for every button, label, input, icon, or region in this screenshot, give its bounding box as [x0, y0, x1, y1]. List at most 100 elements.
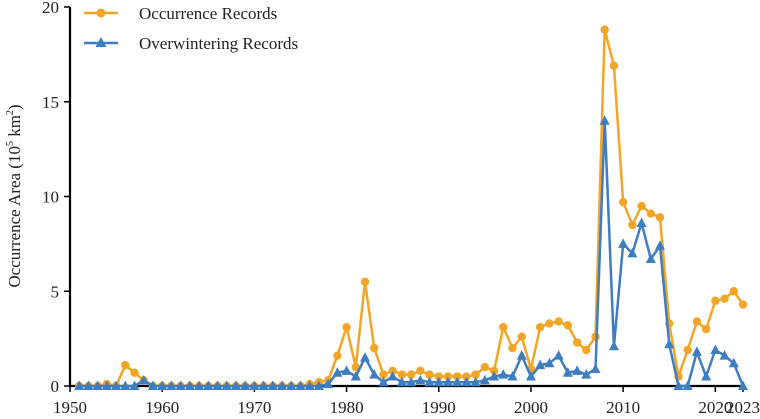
x-tick-label: 2020 [698, 398, 732, 417]
data-point [738, 380, 748, 390]
data-point [388, 366, 397, 376]
data-point [544, 357, 555, 368]
data-point [74, 380, 85, 390]
data-point [618, 238, 629, 248]
data-point [332, 367, 343, 377]
data-point [628, 220, 637, 230]
data-point [138, 374, 149, 385]
legend-item-occurrence: Occurrence Records [84, 4, 277, 23]
data-point [683, 345, 692, 355]
y-axis-title-unit-sup: 2 [5, 110, 16, 115]
data-point [664, 338, 675, 349]
x-tick-label: 1970 [237, 398, 271, 417]
legend-label-overwintering: Overwintering Records [139, 34, 298, 53]
data-point [129, 380, 140, 390]
data-point [553, 350, 564, 360]
data-point [323, 378, 334, 389]
data-point [175, 380, 186, 390]
data-point [462, 372, 471, 381]
series-line [79, 119, 745, 388]
data-point [453, 372, 462, 381]
series-occurrence [75, 25, 748, 391]
data-point [517, 332, 526, 341]
axes [68, 7, 743, 388]
data-point [645, 253, 656, 264]
data-point [489, 371, 500, 381]
data-point [682, 380, 693, 390]
data-point [535, 323, 545, 332]
data-point [396, 376, 407, 387]
data-point [92, 380, 103, 390]
data-point [728, 357, 739, 368]
data-point [443, 372, 453, 381]
data-point [581, 369, 592, 379]
data-point [600, 25, 609, 34]
data-point [295, 380, 306, 390]
legend-marker-overwintering [95, 37, 107, 47]
data-point [701, 324, 711, 334]
data-point [342, 323, 351, 332]
data-point [738, 300, 748, 309]
data-point [147, 380, 158, 390]
y-axis-title-unit: km [5, 115, 24, 141]
data-point [212, 380, 223, 390]
legend-marker-occurrence [96, 8, 106, 18]
data-point [360, 352, 371, 362]
data-point [545, 319, 554, 328]
legend: Occurrence Records Overwintering Records [84, 4, 298, 53]
data-point [184, 380, 195, 390]
legend-item-overwintering: Overwintering Records [84, 34, 298, 53]
data-point [203, 380, 214, 390]
data-point [101, 380, 112, 390]
data-point [333, 351, 342, 360]
data-point [120, 380, 131, 390]
data-point [480, 362, 490, 372]
data-point [479, 374, 490, 385]
data-point [258, 380, 269, 390]
data-point [360, 277, 370, 286]
y-tick-label: 0 [51, 377, 60, 396]
data-point [655, 240, 666, 250]
data-point [83, 380, 94, 390]
data-point [646, 209, 656, 218]
data-point [562, 367, 573, 377]
data-point [508, 343, 517, 353]
y-axis-title-sup: 5 [5, 141, 16, 146]
y-ticks: 0 5 10 15 20 [42, 0, 70, 396]
data-point [572, 338, 582, 347]
data-point [221, 380, 232, 390]
data-point [267, 380, 278, 390]
data-point [379, 370, 388, 379]
data-point [416, 366, 425, 376]
data-point [111, 380, 122, 390]
data-point [599, 115, 610, 125]
data-point [710, 344, 721, 354]
y-tick-label: 5 [51, 282, 60, 301]
y-axis-title: Occurrence Area (105 km2) [5, 104, 24, 287]
data-point [425, 370, 434, 379]
x-tick-label: 1990 [422, 398, 456, 417]
data-point [673, 380, 684, 390]
data-point [618, 197, 628, 207]
y-tick-label: 10 [42, 188, 59, 207]
x-tick-label: 2023 [726, 398, 760, 417]
data-point [121, 360, 130, 370]
data-point [590, 363, 601, 373]
x-tick-label: 1980 [330, 398, 364, 417]
data-point [415, 374, 426, 385]
data-point [442, 376, 453, 387]
data-point [608, 340, 619, 351]
data-point [637, 201, 646, 211]
data-point [720, 294, 729, 304]
x-tick-label: 2010 [606, 398, 640, 417]
data-point [719, 350, 730, 360]
data-point [351, 362, 360, 372]
data-point [609, 61, 619, 70]
y-tick-label: 15 [42, 93, 59, 112]
data-point [489, 366, 499, 376]
data-point [563, 321, 573, 330]
legend-label-occurrence: Occurrence Records [139, 4, 277, 23]
data-point [240, 380, 251, 390]
data-point [711, 296, 720, 305]
